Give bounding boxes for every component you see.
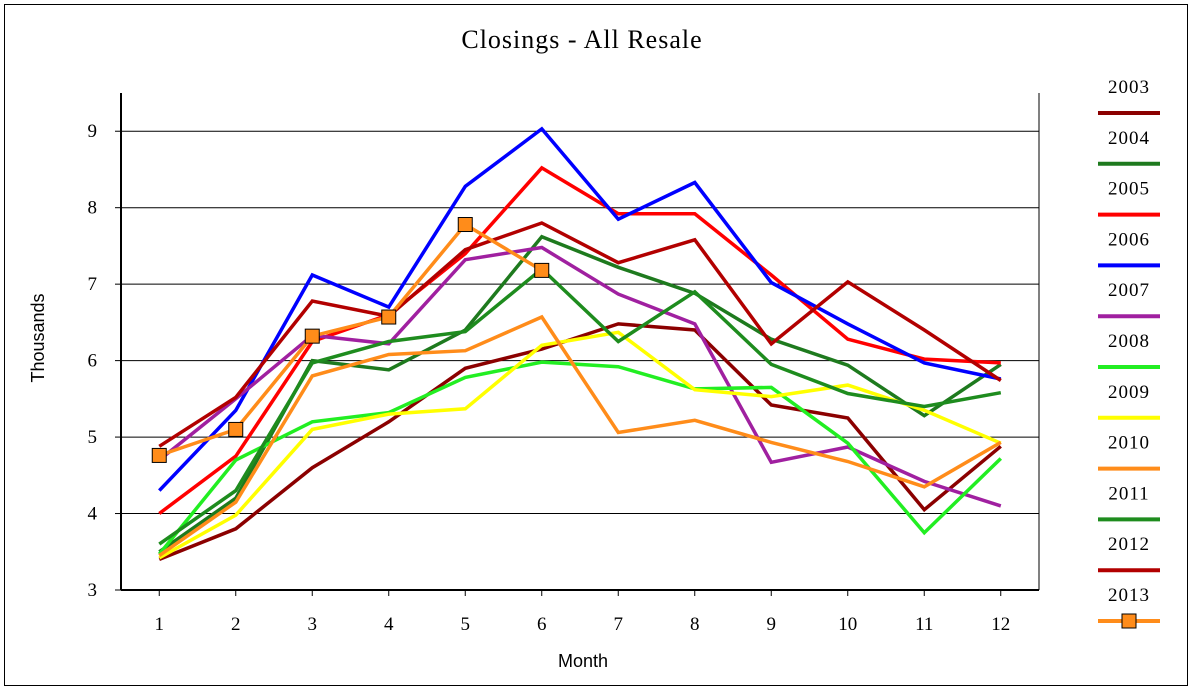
legend-label-2010: 2010: [1108, 433, 1150, 454]
series-line-2012: [158, 221, 1002, 448]
x-tick-label-4: 4: [384, 614, 394, 635]
point-2013-6: [534, 262, 550, 278]
point-2013-5: [457, 217, 473, 233]
series-line-2013: [158, 222, 543, 458]
x-tick-label-10: 10: [838, 614, 857, 635]
legend-label-2012: 2012: [1108, 534, 1150, 555]
y-tick-label-8: 8: [88, 198, 98, 219]
x-tick-label-11: 11: [915, 614, 933, 635]
series-line-2011: [158, 266, 1002, 546]
x-tick-label-2: 2: [231, 614, 241, 635]
x-tick-label-12: 12: [991, 614, 1010, 635]
series-line-2007: [158, 245, 1002, 508]
legend-label-2013: 2013: [1108, 585, 1150, 606]
point-2013-1: [151, 447, 167, 463]
legend-label-2006: 2006: [1108, 229, 1150, 250]
x-tick-label-3: 3: [308, 614, 318, 635]
legend-label-2004: 2004: [1108, 128, 1150, 149]
series-line-2003: [158, 322, 1002, 562]
x-tick-label-7: 7: [614, 614, 624, 635]
series-line-2008: [157, 360, 1003, 556]
series-line-2005: [158, 165, 1001, 515]
legend-label-2011: 2011: [1108, 483, 1149, 504]
x-tick-label-9: 9: [767, 614, 777, 635]
legend: 2003 2004 2005 2006 2007 2008 2009 2010 2011 2012…: [1098, 77, 1160, 629]
x-tick-label-1: 1: [155, 614, 165, 635]
point-2013-2: [228, 421, 244, 437]
series-line-2009: [158, 330, 1002, 560]
y-axis-label: Thousands: [28, 293, 48, 382]
x-axis-label: Month: [558, 651, 608, 671]
x-tick-label-6: 6: [537, 614, 547, 635]
legend-label-2003: 2003: [1108, 77, 1150, 98]
point-2013-3: [304, 328, 320, 344]
point-2013-4: [381, 309, 397, 325]
y-tick-label-9: 9: [88, 121, 98, 142]
legend-label-2009: 2009: [1108, 382, 1150, 403]
legend-label-2007: 2007: [1108, 280, 1150, 301]
y-tick-label-7: 7: [88, 274, 98, 295]
legend-label-2005: 2005: [1108, 179, 1150, 200]
series-line-2006: [158, 126, 1002, 492]
x-tick-label-5: 5: [461, 614, 471, 635]
y-tick-label-6: 6: [88, 351, 98, 372]
y-tick-label-4: 4: [88, 504, 98, 525]
y-tick-label-5: 5: [88, 427, 98, 448]
series-line-2010: [158, 314, 1002, 558]
y-tick-label-3: 3: [88, 580, 98, 601]
x-tick-label-8: 8: [690, 614, 700, 635]
chart-title: Closings - All Resale: [461, 25, 702, 54]
legend-label-2008: 2008: [1108, 331, 1150, 352]
chart-frame: [4, 4, 1188, 686]
legend-marker-2013: [1121, 613, 1137, 629]
